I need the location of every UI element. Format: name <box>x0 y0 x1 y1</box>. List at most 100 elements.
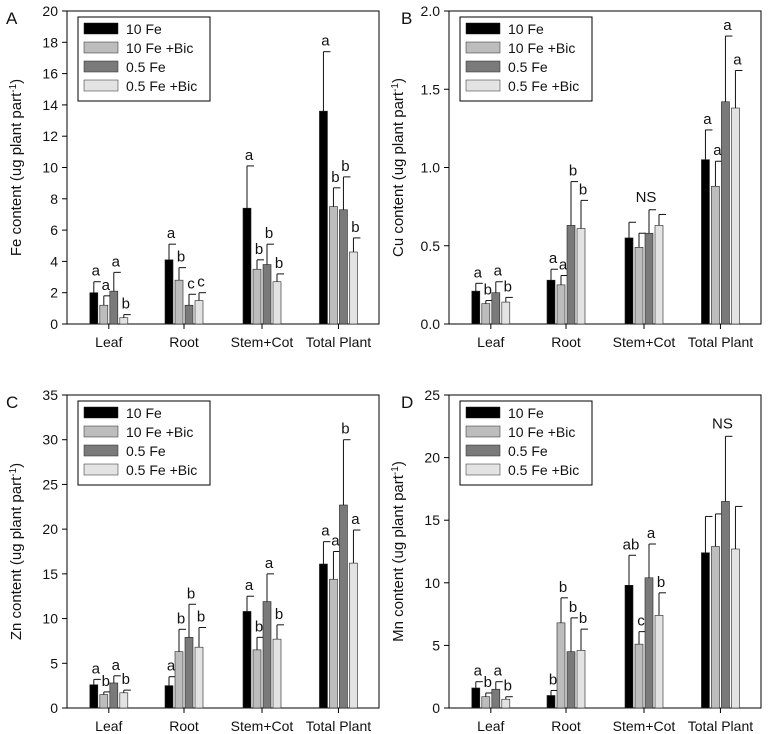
significance-label: c <box>197 274 205 291</box>
chart-panel-b: B 0.0 0.5 1.0 1.5 2.0 Cu content (ug plant par… <box>390 3 762 350</box>
x-category-label: Total Plant <box>306 334 371 350</box>
bar-0-5-fe-bic <box>576 228 586 325</box>
y-tick-label: 10 <box>42 160 58 176</box>
legend-label: 10 Fe <box>126 405 162 421</box>
significance-label: b <box>351 219 359 236</box>
bar-10-fe <box>701 552 710 709</box>
panel-letter: C <box>6 393 18 412</box>
bar-10-fe <box>471 687 481 709</box>
bar-10-fe-bic <box>174 651 184 709</box>
significance-label: b <box>255 241 263 258</box>
y-tick-label: 10 <box>424 575 440 591</box>
bar-0-5-fe-bic <box>501 301 511 325</box>
bar-0-5-fe-bic <box>119 692 129 709</box>
significance-label: a <box>474 264 483 281</box>
legend-label: 0.5 Fe +Bic <box>508 78 579 94</box>
legend: 10 Fe 10 Fe +Bic 0.5 Fe 0.5 Fe +Bic <box>77 400 211 486</box>
bar-0-5-fe <box>262 264 272 325</box>
y-axis-title: Zn content (ug plant part-1) <box>8 463 26 640</box>
legend-label: 10 Fe <box>508 21 544 37</box>
bar-10-fe-bic <box>481 303 491 325</box>
significance-label: b <box>341 158 349 175</box>
bar-0-5-fe-bic <box>349 562 358 709</box>
y-tick-label: 2.0 <box>421 3 441 19</box>
legend-swatch <box>465 444 501 457</box>
x-category-label: Total Plant <box>306 718 371 734</box>
bar-0-5-fe-bic <box>119 317 129 325</box>
chart-panel-c: C 0 5 10 15 20 25 30 35 Zn content (ug plant part… <box>6 387 380 734</box>
legend: 10 Fe 10 Fe +Bic 0.5 Fe 0.5 Fe +Bic <box>459 400 593 486</box>
significance-label: b <box>504 678 512 695</box>
chart-panel-d: D 0 5 10 15 20 25 Mn content (ug plant part-1) L… <box>390 387 762 734</box>
legend-label: 10 Fe +Bic <box>126 40 193 56</box>
legend-swatch <box>83 22 119 35</box>
significance-label: a <box>494 663 503 680</box>
chart-panel-a: A 0 2 4 6 8 10 12 14 16 18 20 Fe content (ug plant p… <box>6 3 380 350</box>
bar-10-fe <box>242 611 252 709</box>
axes-frame <box>448 394 762 709</box>
bar-0-5-fe <box>184 304 194 325</box>
significance-label: a <box>647 525 656 542</box>
bar-10-fe-bic <box>556 622 566 709</box>
legend-swatch <box>465 425 501 438</box>
y-tick-label: 5 <box>432 637 440 653</box>
y-tick-label: 4 <box>50 253 58 269</box>
x-category-label: Root <box>551 718 581 734</box>
bar-10-fe-bic <box>99 694 109 709</box>
legend-label: 0.5 Fe +Bic <box>126 462 197 478</box>
bar-10-fe-bic <box>252 268 262 325</box>
bar-10-fe-bic <box>329 578 338 709</box>
bar-10-fe <box>164 259 174 325</box>
x-category-label: Root <box>169 718 199 734</box>
y-tick-label: 14 <box>42 97 58 113</box>
legend-label: 10 Fe +Bic <box>508 40 575 56</box>
significance-label: b <box>341 421 349 438</box>
significance-label: b <box>559 579 567 596</box>
bar-10-fe-bic <box>99 304 109 325</box>
legend-swatch <box>83 41 119 54</box>
bar-10-fe <box>242 207 252 325</box>
legend-swatch <box>465 22 501 35</box>
legend-label: 0.5 Fe +Bic <box>508 462 579 478</box>
bar-10-fe <box>319 110 328 325</box>
bar-0-5-fe <box>491 292 501 325</box>
significance-label: a <box>321 523 330 540</box>
bar-0-5-fe <box>491 688 501 709</box>
y-axis-title: Mn content (ug plant part-1) <box>390 461 408 642</box>
significance-label: a <box>167 225 176 242</box>
legend-swatch <box>83 444 119 457</box>
x-category-label: Leaf <box>95 718 122 734</box>
significance-label: b <box>255 618 263 635</box>
bar-0-5-fe <box>721 501 730 709</box>
significance-label: b <box>569 163 577 180</box>
y-tick-label: 25 <box>42 476 58 492</box>
significance-label: b <box>177 610 185 627</box>
bar-10-fe <box>546 279 556 325</box>
legend-label: 10 Fe +Bic <box>126 424 193 440</box>
bar-0-5-fe-bic <box>576 650 586 709</box>
group-significance-label: NS <box>636 189 657 206</box>
significance-label: a <box>713 142 722 159</box>
significance-label: a <box>112 657 121 674</box>
significance-label: b <box>579 181 587 198</box>
legend-label: 0.5 Fe <box>508 443 548 459</box>
significance-label: a <box>723 17 732 34</box>
bar-0-5-fe <box>566 225 576 325</box>
significance-label: b <box>331 169 339 186</box>
bar-0-5-fe <box>644 577 654 709</box>
legend-swatch <box>465 463 501 476</box>
y-tick-label: 1.0 <box>421 160 441 176</box>
legend-swatch <box>465 79 501 92</box>
y-tick-label: 35 <box>42 387 58 403</box>
significance-label: a <box>167 658 176 675</box>
x-category-label: Leaf <box>477 334 504 350</box>
bar-0-5-fe-bic <box>194 300 204 325</box>
legend: 10 Fe 10 Fe +Bic 0.5 Fe 0.5 Fe +Bic <box>459 16 593 102</box>
bar-0-5-fe <box>109 290 119 325</box>
significance-label: c <box>637 613 645 630</box>
significance-label: b <box>177 249 185 266</box>
x-category-label: Leaf <box>477 718 504 734</box>
significance-label: a <box>549 250 558 267</box>
bar-10-fe <box>624 237 634 325</box>
y-tick-label: 6 <box>50 222 58 238</box>
